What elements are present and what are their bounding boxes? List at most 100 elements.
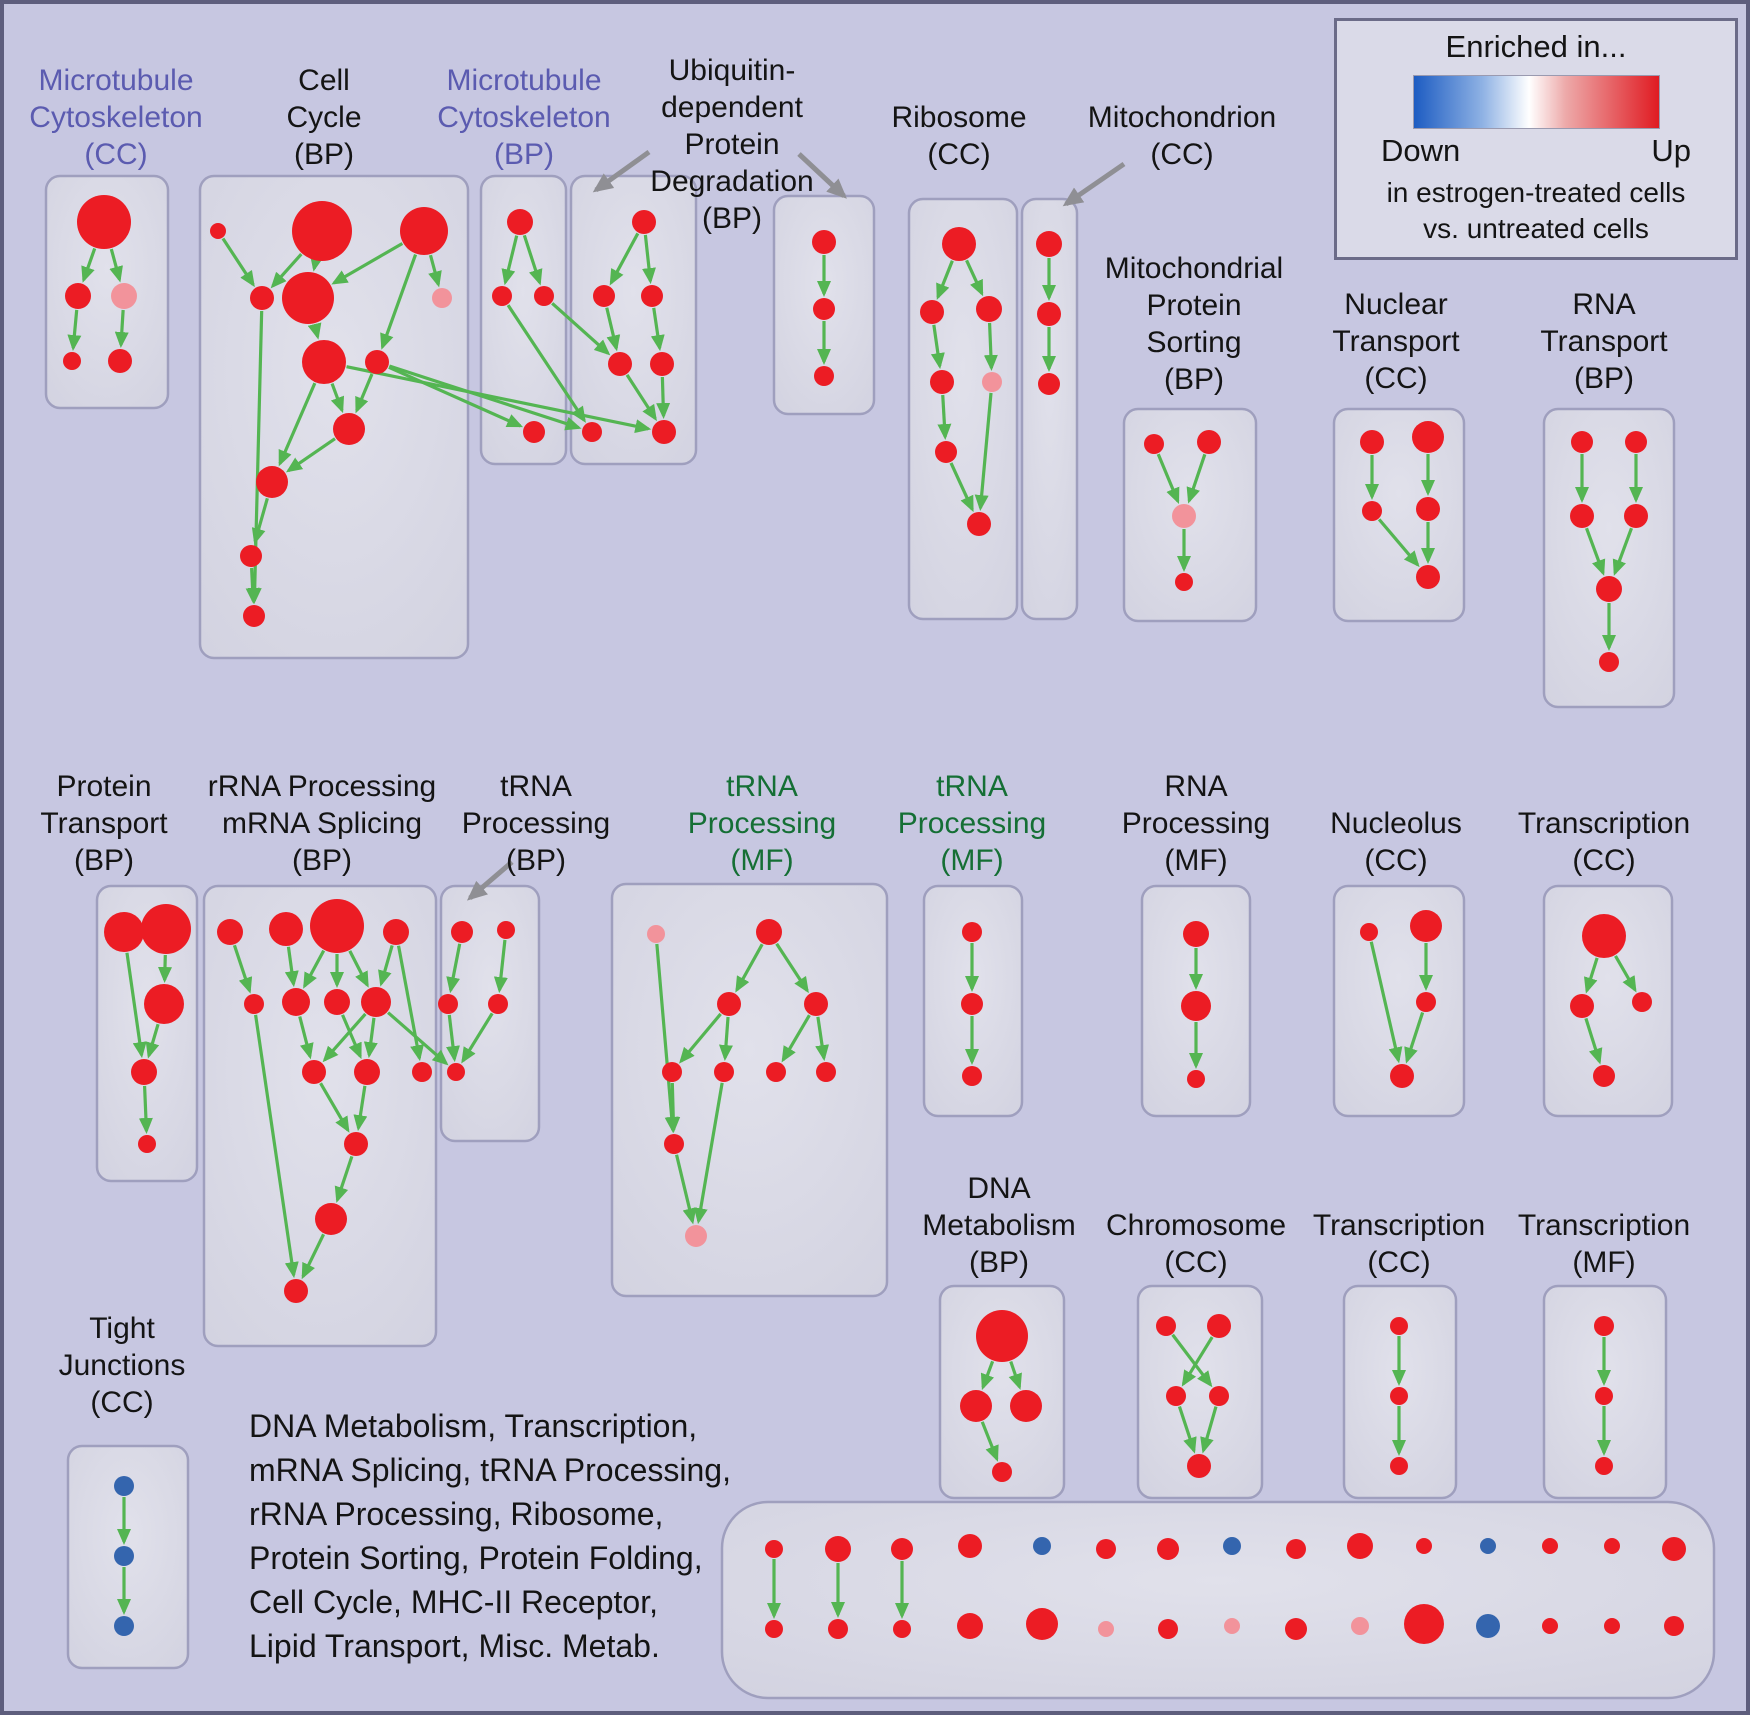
edge-tb4-tb5 bbox=[461, 1012, 494, 1064]
edge-rr4-rr8 bbox=[378, 945, 394, 987]
node-ch5 bbox=[1187, 1454, 1211, 1478]
node-ts1 bbox=[962, 922, 982, 942]
node-a5 bbox=[1596, 576, 1622, 602]
edge-nu1-nu4 bbox=[1369, 941, 1403, 1064]
cluster-mitochondrion-cc bbox=[1020, 197, 1079, 621]
node-tc4 bbox=[1593, 1065, 1615, 1087]
edge-rr7-rr10 bbox=[341, 1014, 362, 1060]
node-ch4 bbox=[1209, 1386, 1229, 1406]
edge-rr13-rr14 bbox=[301, 1233, 326, 1280]
node-tb5 bbox=[447, 1063, 465, 1081]
node-m1 bbox=[77, 195, 131, 249]
node-m3 bbox=[111, 283, 137, 309]
node-b4 bbox=[523, 421, 545, 443]
node-rr11 bbox=[412, 1062, 432, 1082]
edge-c9-c10 bbox=[286, 437, 336, 473]
node-rp2 bbox=[1181, 991, 1211, 1021]
node-n4 bbox=[1416, 497, 1440, 521]
node-r3 bbox=[976, 296, 1002, 322]
edge-c3-c6 bbox=[428, 254, 442, 288]
node-tcb1 bbox=[1390, 1317, 1408, 1335]
legend-box: Enriched in... Down Up in estrogen-treat… bbox=[1334, 18, 1738, 260]
node-x1t bbox=[765, 1540, 783, 1558]
node-r5 bbox=[982, 372, 1002, 392]
node-x6b bbox=[1098, 1621, 1114, 1637]
node-p2 bbox=[1197, 430, 1221, 454]
node-rr3 bbox=[310, 899, 364, 953]
node-a1 bbox=[1571, 431, 1593, 453]
node-u1 bbox=[632, 210, 656, 234]
node-b3 bbox=[534, 286, 554, 306]
misc-enrichment-list: DNA Metabolism, Transcription, mRNA Spli… bbox=[249, 1408, 731, 1664]
edge-c8-u5 bbox=[388, 364, 582, 431]
node-x5b bbox=[1026, 1608, 1058, 1640]
edge-c2-c4 bbox=[270, 253, 303, 289]
node-c6 bbox=[432, 288, 452, 308]
node-a6 bbox=[1599, 652, 1619, 672]
node-tm10 bbox=[685, 1225, 707, 1247]
edge-m2-m4 bbox=[67, 309, 82, 352]
edge-r1-r3 bbox=[965, 259, 984, 297]
edge-r1-r2 bbox=[936, 260, 954, 300]
edge-r3-r5 bbox=[983, 322, 998, 372]
edge-tm2-tm4 bbox=[775, 942, 809, 994]
edge-rr6-rr9 bbox=[298, 1016, 314, 1060]
edge-u1-u3 bbox=[642, 234, 656, 285]
node-pt3 bbox=[144, 984, 184, 1024]
node-p3 bbox=[1172, 504, 1196, 528]
edge-c5-c7 bbox=[307, 322, 322, 340]
node-x2b bbox=[828, 1619, 848, 1639]
edge-rr8-rr10 bbox=[363, 1017, 378, 1059]
node-c12 bbox=[243, 605, 265, 627]
edge-c3-c5 bbox=[331, 242, 404, 285]
edge-ch3-ch5 bbox=[1177, 1405, 1197, 1454]
edge-ch4-ch5 bbox=[1200, 1406, 1218, 1454]
node-tcb2 bbox=[1390, 1387, 1408, 1405]
edge-pt1-pt4 bbox=[125, 952, 147, 1059]
node-u5 bbox=[582, 422, 602, 442]
node-x1b bbox=[765, 1620, 783, 1638]
edge-tm4-tm8 bbox=[815, 1016, 829, 1062]
cluster-microtubule-cytoskeleton-bp bbox=[479, 174, 568, 466]
node-pt2 bbox=[141, 904, 191, 954]
edge-p1-p3 bbox=[1156, 453, 1180, 505]
node-tmf2 bbox=[1595, 1387, 1613, 1405]
legend-scale: Down Up bbox=[1381, 133, 1691, 169]
node-n5 bbox=[1416, 565, 1440, 589]
edge-c2-c5 bbox=[309, 254, 324, 272]
node-b1 bbox=[507, 209, 533, 235]
cluster-protein-transport-bp bbox=[95, 884, 199, 1183]
node-x12t bbox=[1480, 1538, 1496, 1554]
node-rr10 bbox=[354, 1059, 380, 1085]
node-tc1 bbox=[1582, 914, 1626, 958]
edge-rr5-rr14 bbox=[254, 1014, 299, 1279]
edge-a4-a5 bbox=[1612, 527, 1633, 576]
edge-tc1-tc3 bbox=[1614, 955, 1637, 993]
node-a3 bbox=[1570, 504, 1594, 528]
node-c5 bbox=[282, 272, 334, 324]
node-c9 bbox=[333, 413, 365, 445]
edge-tc2-tc4 bbox=[1584, 1017, 1603, 1065]
node-p4 bbox=[1175, 573, 1193, 591]
node-dm1 bbox=[976, 1310, 1028, 1362]
node-x3b bbox=[893, 1620, 911, 1638]
node-x13t bbox=[1542, 1538, 1558, 1554]
node-tb2 bbox=[497, 921, 515, 939]
legend-down-label: Down bbox=[1381, 133, 1461, 168]
cluster-nucleolus-cc bbox=[1332, 884, 1466, 1118]
edge-ch1-ch4 bbox=[1171, 1333, 1213, 1388]
edge-b1-b3 bbox=[522, 234, 543, 286]
edge-u1-u2 bbox=[609, 232, 640, 286]
edges-layer bbox=[67, 232, 1643, 1619]
node-c4 bbox=[250, 286, 274, 310]
node-o1 bbox=[1036, 231, 1062, 257]
node-x14t bbox=[1604, 1538, 1620, 1554]
node-tm1 bbox=[647, 925, 665, 943]
edge-p2-p3 bbox=[1186, 453, 1207, 504]
edge-c3-c8 bbox=[380, 253, 418, 350]
edge-dm1-dm2 bbox=[980, 1360, 995, 1391]
node-tmf1 bbox=[1594, 1316, 1614, 1336]
node-c3 bbox=[400, 207, 448, 255]
node-tc2 bbox=[1570, 994, 1594, 1018]
node-rr6 bbox=[282, 988, 310, 1016]
